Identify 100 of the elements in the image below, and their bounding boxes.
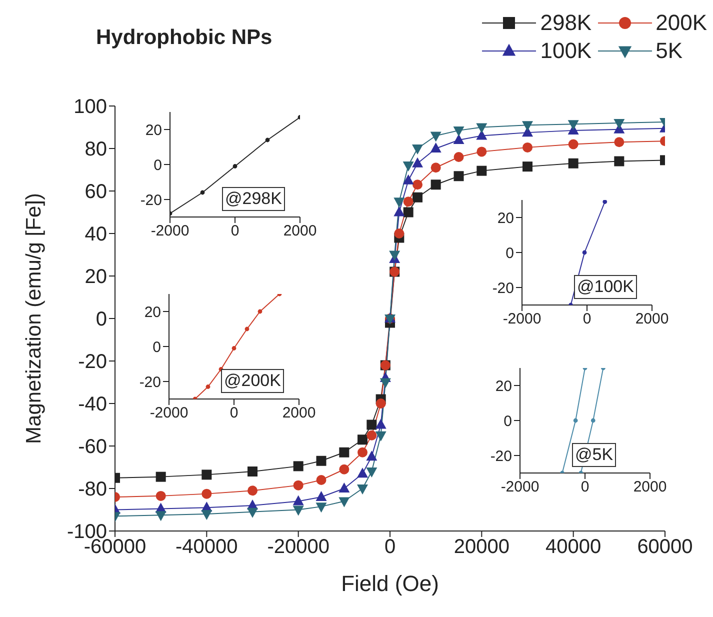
point xyxy=(358,447,368,458)
y-tick-label: 20 xyxy=(495,378,512,395)
y-tick-label: -80 xyxy=(78,478,107,501)
point xyxy=(202,470,212,480)
point xyxy=(380,378,391,388)
x-tick-label: 2000 xyxy=(635,310,669,328)
point xyxy=(573,418,578,423)
y-tick-label: -20 xyxy=(78,351,107,374)
chart-title: Hydrophobic NPs xyxy=(96,26,272,50)
point xyxy=(568,139,578,150)
x-tick-label: 60000 xyxy=(637,536,693,558)
point xyxy=(522,121,533,132)
point xyxy=(248,486,258,496)
point xyxy=(366,450,378,461)
point xyxy=(582,250,587,255)
point xyxy=(156,472,166,482)
point xyxy=(200,190,205,195)
point xyxy=(358,434,368,445)
y-tick-label: 80 xyxy=(84,138,107,161)
y-tick-label: 20 xyxy=(144,304,161,321)
y-tick-label: 0 xyxy=(154,156,162,174)
legend-label: 200K xyxy=(656,10,707,36)
point xyxy=(232,346,236,350)
point xyxy=(201,510,212,520)
point xyxy=(402,162,414,172)
point xyxy=(338,497,350,508)
x-tick-label: 0 xyxy=(230,404,238,422)
point xyxy=(454,152,464,162)
point xyxy=(292,495,304,506)
point xyxy=(155,511,166,522)
x-axis-title: Field (Oe) xyxy=(341,571,439,596)
point xyxy=(403,207,414,218)
y-tick-label: -20 xyxy=(492,280,514,297)
point xyxy=(476,146,487,157)
point xyxy=(366,430,377,440)
point xyxy=(316,456,326,466)
point xyxy=(522,162,532,172)
point xyxy=(357,484,368,494)
point xyxy=(430,162,441,173)
point xyxy=(248,466,258,476)
point xyxy=(293,461,304,472)
x-tick-label: -2000 xyxy=(500,478,540,496)
x-tick-label: 2000 xyxy=(282,404,316,422)
y-axis-title: Magnetization (emu/g [Fe]) xyxy=(22,193,46,444)
y-tick-label: 20 xyxy=(497,210,514,227)
point xyxy=(522,142,532,152)
point xyxy=(476,123,488,134)
point xyxy=(402,174,414,184)
x-tick-label: -20000 xyxy=(267,536,330,558)
point xyxy=(394,228,404,238)
point xyxy=(412,157,423,168)
point xyxy=(412,192,422,202)
legend-label: 100K xyxy=(540,38,592,64)
legend-label: 298K xyxy=(540,10,592,36)
y-tick-label: 40 xyxy=(84,224,107,246)
x-tick-label: 0 xyxy=(582,310,592,328)
x-tick-label: -40000 xyxy=(176,536,238,558)
point xyxy=(375,431,386,442)
point xyxy=(206,384,210,389)
x-tick-label: 0 xyxy=(384,536,396,558)
annotation: @200K xyxy=(221,369,284,393)
point xyxy=(453,126,464,136)
point xyxy=(338,482,350,492)
x-tick-label: 2000 xyxy=(633,478,667,496)
x-tick-label: -2000 xyxy=(150,404,188,422)
point xyxy=(316,475,326,485)
point xyxy=(430,180,441,190)
point xyxy=(366,468,378,478)
point xyxy=(316,502,327,513)
point xyxy=(430,142,442,152)
annotation: @100K xyxy=(574,275,637,299)
point xyxy=(244,326,250,332)
y-tick-label: -60 xyxy=(78,436,107,458)
point xyxy=(394,198,405,208)
x-tick-label: 0 xyxy=(580,478,590,496)
point xyxy=(614,156,624,166)
x-tick-label: 2000 xyxy=(283,222,317,240)
point xyxy=(412,180,422,190)
y-tick-label: 20 xyxy=(145,122,162,139)
x-tick-label: 40000 xyxy=(546,536,602,558)
point xyxy=(292,506,304,516)
point xyxy=(602,200,608,204)
annotation: @5K xyxy=(572,443,616,467)
point xyxy=(430,132,442,142)
y-tick-label: -40 xyxy=(78,394,107,416)
y-tick-label: 60 xyxy=(84,181,107,204)
y-tick-label: 0 xyxy=(152,338,161,356)
x-tick-label: -2000 xyxy=(150,222,190,240)
x-tick-label: 0 xyxy=(230,222,240,240)
legend-label: 5K xyxy=(656,38,683,64)
annotation: @298K xyxy=(222,187,285,211)
point xyxy=(293,480,304,490)
point xyxy=(614,137,624,148)
y-tick-label: -20 xyxy=(139,374,161,391)
x-tick-label: -2000 xyxy=(502,310,542,328)
point xyxy=(568,120,579,130)
point xyxy=(202,488,212,499)
point xyxy=(568,158,578,168)
point xyxy=(476,166,487,176)
y-tick-label: 0 xyxy=(506,244,514,262)
